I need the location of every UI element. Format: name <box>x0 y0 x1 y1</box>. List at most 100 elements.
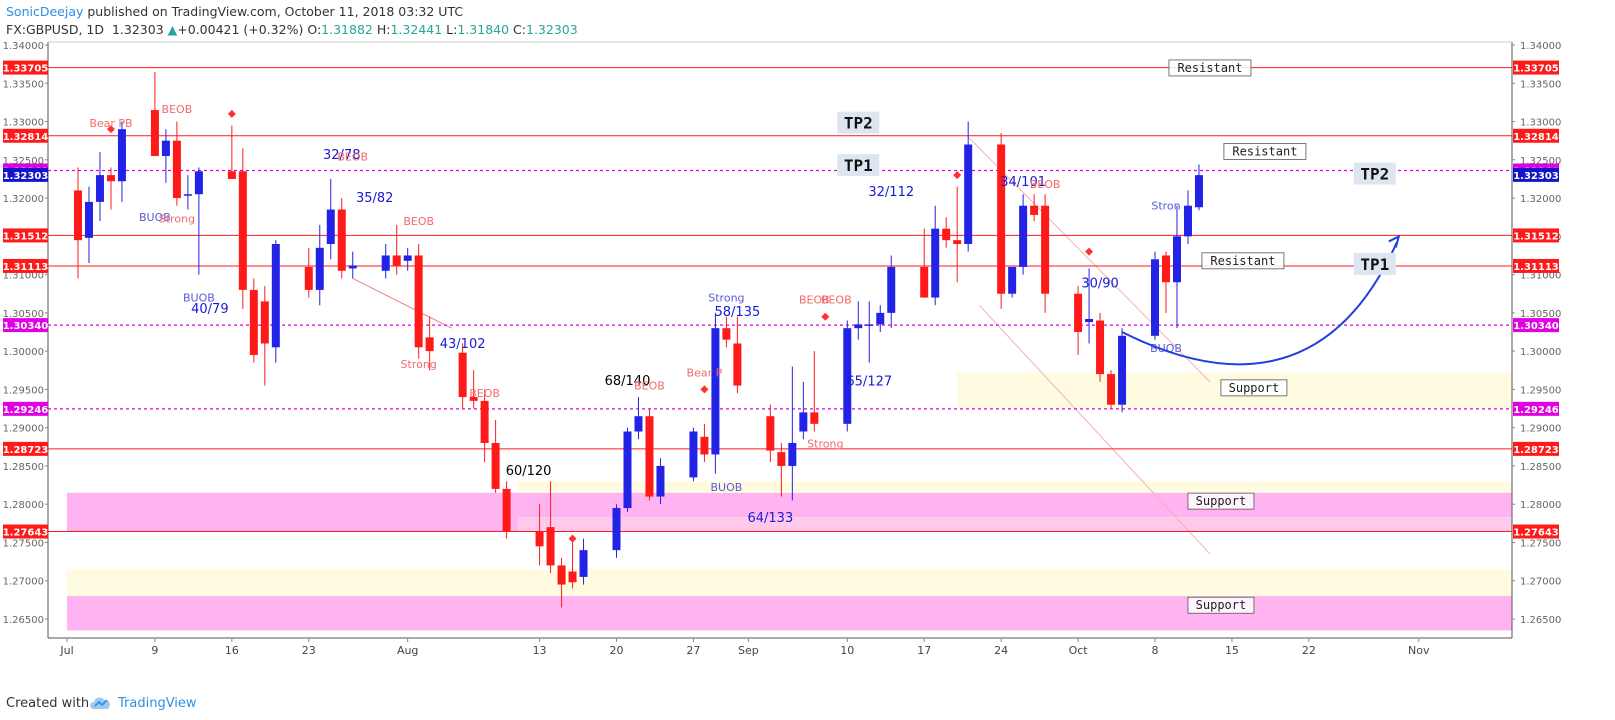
candle-body[interactable] <box>568 571 577 583</box>
candle-body[interactable] <box>1151 259 1160 336</box>
y-tick-label-left: 1.30000 <box>3 347 44 358</box>
candle-body[interactable] <box>579 550 588 577</box>
candle-body[interactable] <box>1041 205 1050 294</box>
candle-body[interactable] <box>271 243 280 348</box>
projection-arrowhead-icon <box>1388 234 1401 248</box>
candle-body[interactable] <box>337 209 346 271</box>
publish-info: published on TradingView.com, October 11… <box>83 4 464 19</box>
candle-body[interactable] <box>1183 205 1192 237</box>
candle-body[interactable] <box>777 452 786 466</box>
candle-body[interactable] <box>1118 335 1127 405</box>
candle-body[interactable] <box>1085 318 1094 323</box>
level-price-tag-left-text: 1.31512 <box>3 231 49 242</box>
diamond-marker <box>1085 247 1094 256</box>
candle-body[interactable] <box>1107 374 1116 405</box>
candle-body[interactable] <box>161 140 170 156</box>
zone-band <box>517 481 1512 493</box>
candle-body[interactable] <box>920 266 929 298</box>
candle-body[interactable] <box>535 530 544 547</box>
candle-body[interactable] <box>491 442 500 489</box>
candle-body[interactable] <box>810 412 819 424</box>
candle-body[interactable] <box>997 144 1006 294</box>
candle-body[interactable] <box>1030 205 1039 215</box>
candle-body[interactable] <box>326 209 335 244</box>
candle-body[interactable] <box>469 397 478 401</box>
open-value: 1.31882 <box>321 22 373 37</box>
candle-body[interactable] <box>689 431 698 478</box>
y-tick-label-right: 1.29000 <box>1520 424 1561 435</box>
annotation-label: 65/127 <box>846 375 892 390</box>
candle-body[interactable] <box>84 201 93 238</box>
candle-body[interactable] <box>1008 266 1017 294</box>
candle-body[interactable] <box>733 343 742 386</box>
y-tick-label-right: 1.28500 <box>1520 462 1561 473</box>
candle-body[interactable] <box>260 301 269 344</box>
candle-body[interactable] <box>425 337 434 352</box>
candle-body[interactable] <box>557 565 566 585</box>
y-tick-label-left: 1.33500 <box>3 79 44 90</box>
tradingview-link[interactable]: TradingView <box>118 696 197 711</box>
candle-body[interactable] <box>1019 205 1028 267</box>
candle-body[interactable] <box>656 465 665 497</box>
candle-body[interactable] <box>1096 320 1105 375</box>
candle-body[interactable] <box>502 488 511 531</box>
candle-body[interactable] <box>249 289 258 355</box>
candle-body[interactable] <box>194 171 203 195</box>
candle-body[interactable] <box>546 527 555 566</box>
candle-body[interactable] <box>964 144 973 244</box>
level-price-tag-right-text: 1.31512 <box>1513 231 1559 242</box>
candle-body[interactable] <box>183 194 192 196</box>
candle-body[interactable] <box>634 416 643 432</box>
current-price-tag-right-text: 1.32303 <box>1513 171 1559 182</box>
candle-body[interactable] <box>843 328 852 424</box>
candle-body[interactable] <box>623 431 632 509</box>
candle-body[interactable] <box>480 400 489 443</box>
zone-band <box>67 492 518 531</box>
candle-body[interactable] <box>1162 255 1170 283</box>
candle-body[interactable] <box>854 324 863 329</box>
candle-body[interactable] <box>414 255 423 348</box>
candle-body[interactable] <box>73 190 82 241</box>
candle-body[interactable] <box>1074 293 1083 332</box>
created-with-label: Created with <box>6 696 90 711</box>
candle-body[interactable] <box>304 266 313 290</box>
candle-body[interactable] <box>876 312 885 325</box>
candle-body[interactable] <box>766 416 775 451</box>
candle-body[interactable] <box>172 140 181 199</box>
candle-body[interactable] <box>931 228 940 298</box>
annotation-label: 60/120 <box>506 464 552 479</box>
candle-body[interactable] <box>95 175 104 202</box>
candle-body[interactable] <box>458 352 467 398</box>
candle-body[interactable] <box>953 240 962 244</box>
candle-body[interactable] <box>887 266 896 313</box>
level-price-tag-right <box>1513 228 1559 243</box>
candlestick-chart[interactable]: 1.26500 1.26500 1.27000 1.27000 1.27500 1.275… <box>0 40 1615 690</box>
candle-body[interactable] <box>799 412 808 432</box>
candle-body[interactable] <box>788 442 797 466</box>
tp-label-box <box>1353 252 1396 275</box>
author-link[interactable]: SonicDeejay <box>6 4 84 19</box>
x-tick-label: Sep <box>738 644 759 657</box>
candle-body[interactable] <box>645 416 654 497</box>
candle-body[interactable] <box>150 110 159 156</box>
candle-body[interactable] <box>722 328 731 340</box>
candle-body[interactable] <box>612 508 621 551</box>
annotation-label: 58/135 <box>715 305 761 320</box>
candle-body[interactable] <box>392 255 401 266</box>
candle-body[interactable] <box>381 255 390 271</box>
candle-body[interactable] <box>348 265 357 269</box>
candle-body[interactable] <box>238 171 247 290</box>
candle-body[interactable] <box>1172 236 1181 283</box>
candle-body[interactable] <box>315 247 324 290</box>
candle-body[interactable] <box>403 255 412 261</box>
candle-body[interactable] <box>865 324 874 326</box>
candle-body[interactable] <box>227 171 236 179</box>
candle-body[interactable] <box>1194 175 1203 208</box>
candle-body[interactable] <box>711 328 720 455</box>
candle-body[interactable] <box>106 175 115 182</box>
candle-body[interactable] <box>942 228 951 241</box>
candle-body[interactable] <box>117 129 126 182</box>
candle-body[interactable] <box>700 436 709 455</box>
projection-arrow <box>1121 242 1398 366</box>
tp-label-text: TP1 <box>844 156 873 175</box>
